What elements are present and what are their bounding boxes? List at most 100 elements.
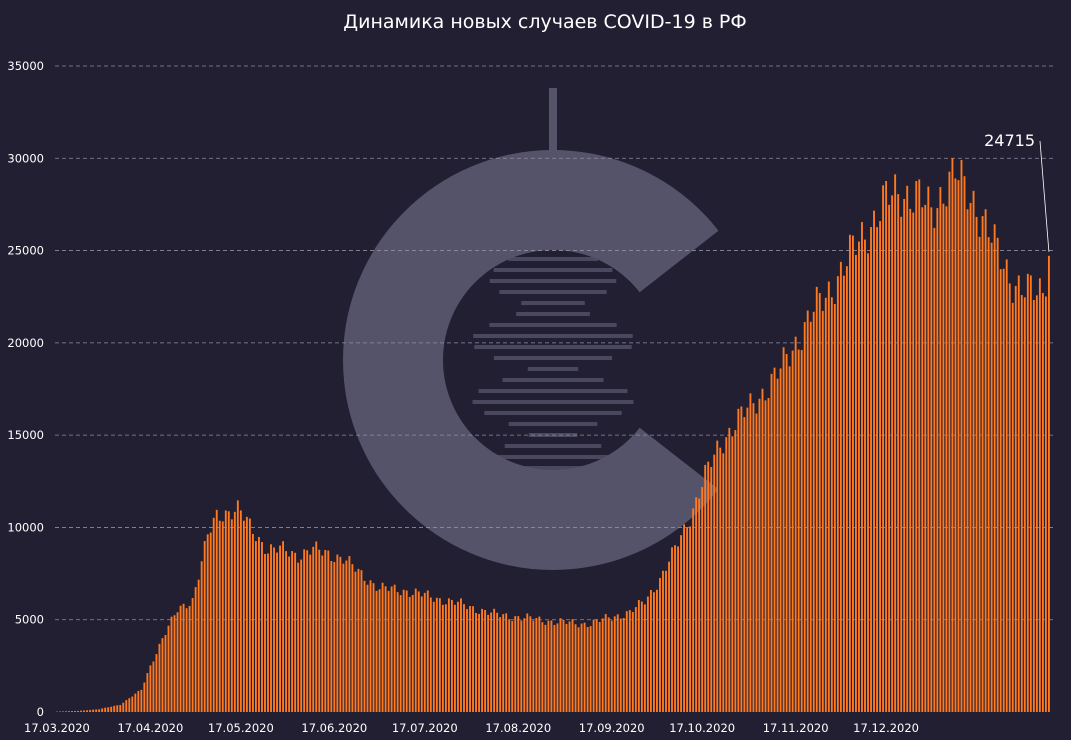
- bar: [336, 554, 339, 712]
- bar: [233, 511, 236, 712]
- bar: [1017, 275, 1020, 712]
- bar: [656, 589, 658, 712]
- bar: [499, 617, 502, 712]
- watermark-stripe: [508, 521, 598, 525]
- bar: [324, 549, 327, 712]
- bar: [848, 234, 851, 712]
- bar: [478, 613, 480, 712]
- bar: [423, 592, 426, 712]
- bar: [646, 596, 649, 712]
- bar: [161, 638, 164, 712]
- bar: [330, 561, 333, 712]
- bar: [695, 497, 698, 712]
- bar: [580, 623, 583, 712]
- watermark-spike: [549, 88, 557, 238]
- x-tick-label: 17.08.2020: [485, 721, 551, 735]
- bar: [258, 536, 260, 712]
- watermark-stripe: [521, 301, 585, 305]
- callout-leader-line: [1039, 140, 1050, 252]
- bar: [671, 547, 673, 712]
- y-tick-label: 30000: [7, 151, 44, 165]
- bar: [212, 517, 215, 712]
- bar: [152, 661, 155, 712]
- bar: [83, 710, 86, 712]
- bar: [897, 194, 900, 713]
- watermark-stripe: [489, 323, 617, 327]
- bar: [852, 235, 854, 712]
- bar: [797, 349, 800, 712]
- bar: [426, 590, 429, 712]
- bar: [146, 673, 149, 712]
- last-value-label: 24715: [984, 131, 1035, 150]
- bar: [74, 711, 76, 712]
- bar: [894, 174, 897, 712]
- bar: [77, 710, 79, 712]
- bar: [224, 510, 227, 712]
- bar: [577, 627, 580, 712]
- bar: [882, 185, 885, 712]
- x-tick-label: 17.09.2020: [579, 721, 645, 735]
- bar: [975, 216, 978, 712]
- bar: [502, 614, 505, 712]
- bar: [830, 297, 833, 712]
- bar: [441, 604, 444, 712]
- bar: [812, 311, 815, 712]
- bar: [251, 534, 254, 712]
- chart-title: Динамика новых случаев COVID-19 в РФ: [343, 11, 747, 33]
- watermark-stripe: [504, 477, 602, 481]
- bar: [230, 519, 233, 712]
- bar: [104, 707, 107, 712]
- bar: [791, 350, 794, 712]
- bar: [285, 551, 288, 712]
- watermark-ring: [343, 150, 719, 570]
- bar: [493, 608, 496, 712]
- bar: [701, 487, 704, 712]
- bar: [321, 555, 324, 712]
- bar: [95, 709, 98, 712]
- watermark-stripe: [522, 488, 584, 492]
- bar: [384, 586, 387, 712]
- bar: [309, 554, 312, 712]
- bar: [164, 635, 167, 712]
- bar: [773, 367, 776, 712]
- bar: [999, 269, 1002, 712]
- bar: [1038, 278, 1041, 712]
- y-tick-label: 15000: [7, 428, 44, 442]
- bar: [749, 393, 752, 712]
- watermark-stripe: [472, 400, 634, 404]
- bar: [686, 527, 689, 712]
- bar: [396, 592, 399, 712]
- bar: [1029, 275, 1032, 712]
- bar: [218, 520, 221, 712]
- watermark-stripe: [493, 356, 613, 360]
- x-tick-label: 17.04.2020: [117, 721, 183, 735]
- bar: [930, 207, 933, 712]
- bar: [547, 620, 550, 712]
- bar: [523, 618, 526, 712]
- bar: [1008, 283, 1011, 712]
- bar: [616, 614, 619, 712]
- bar: [915, 181, 918, 712]
- bar: [276, 552, 278, 712]
- bar: [98, 709, 101, 712]
- bar: [101, 708, 104, 712]
- bar: [836, 276, 839, 712]
- watermark-logo: [343, 88, 719, 570]
- bar: [957, 180, 960, 712]
- bar: [556, 623, 559, 712]
- bar: [740, 406, 743, 712]
- bar: [59, 711, 61, 712]
- bar: [351, 564, 354, 712]
- bar: [842, 275, 845, 712]
- bar: [867, 253, 869, 712]
- bar: [764, 400, 767, 712]
- bar: [360, 570, 363, 712]
- bar: [375, 590, 378, 712]
- bar: [628, 610, 631, 712]
- bar: [487, 614, 490, 712]
- bar: [631, 612, 634, 712]
- bar: [173, 615, 176, 712]
- watermark-stripe: [508, 422, 598, 426]
- bar: [755, 413, 758, 712]
